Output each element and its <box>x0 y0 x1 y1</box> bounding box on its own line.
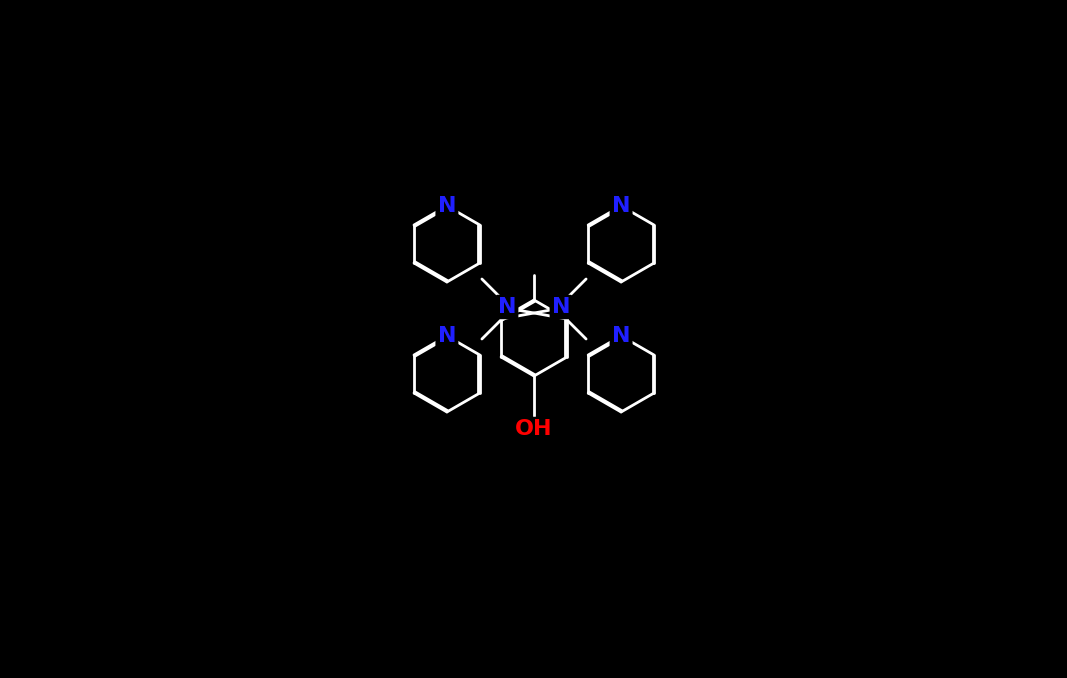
Text: N: N <box>611 326 631 346</box>
Text: N: N <box>437 196 457 216</box>
Text: N: N <box>437 326 457 346</box>
Text: N: N <box>611 196 631 216</box>
Text: OH: OH <box>515 419 553 439</box>
Text: N: N <box>552 297 571 317</box>
Text: N: N <box>497 297 516 317</box>
